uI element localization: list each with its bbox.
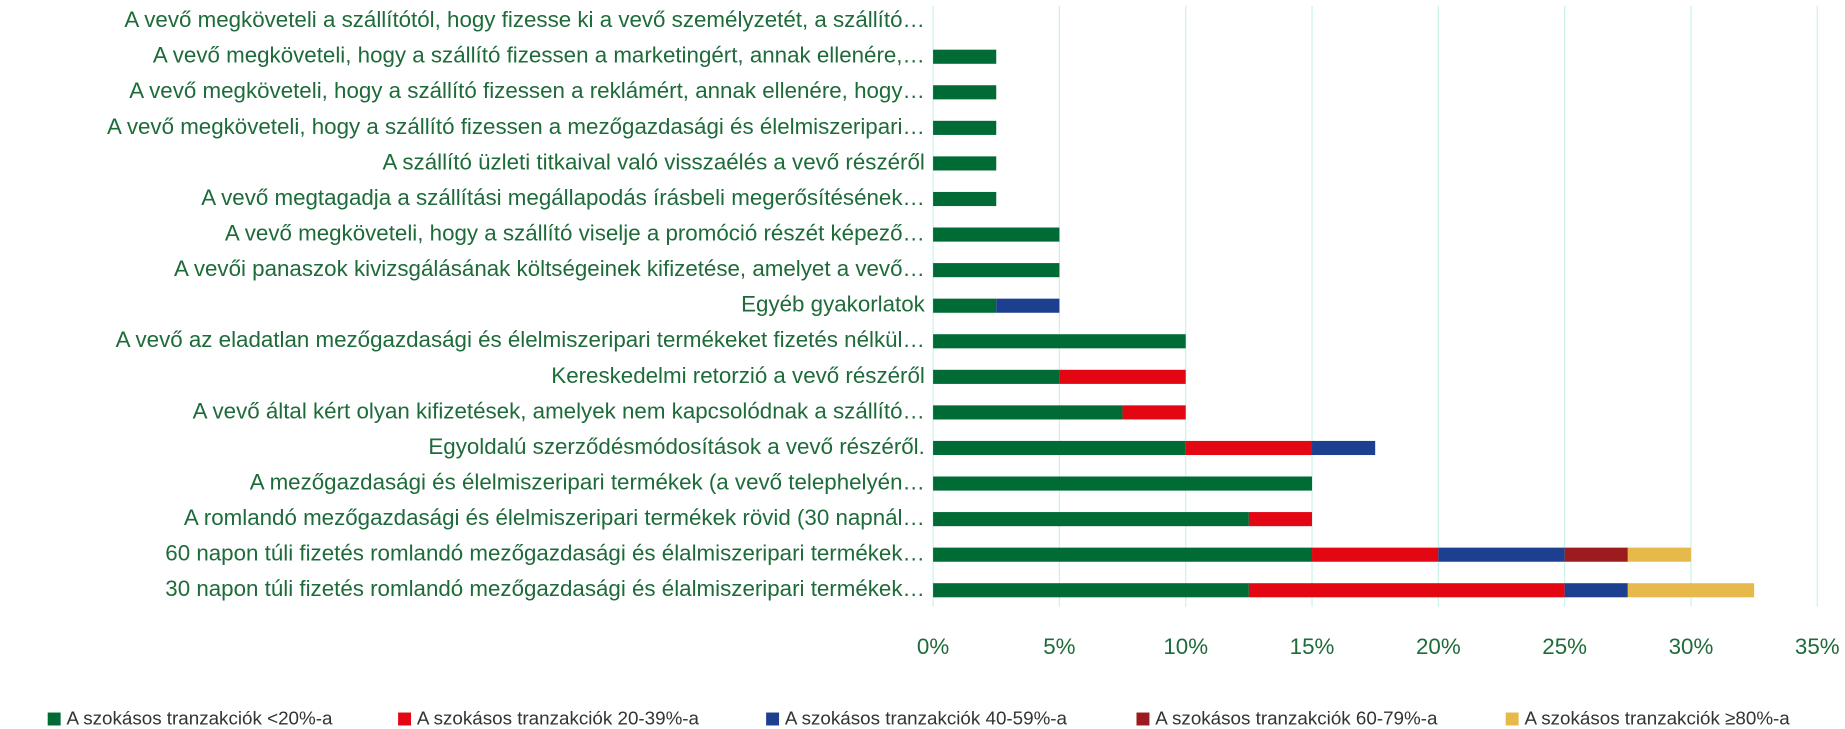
bar-segment bbox=[933, 298, 997, 313]
legend-swatch bbox=[398, 712, 412, 726]
bar-segment bbox=[933, 120, 997, 135]
bar-segment bbox=[933, 547, 1313, 562]
bar-segment bbox=[933, 405, 1123, 420]
legend-swatch bbox=[766, 712, 780, 726]
y-tick-label: 30 napon túli fizetés romlandó mezőgazda… bbox=[165, 576, 925, 601]
bar-segment bbox=[1185, 440, 1313, 456]
y-tick-label: A szállító üzleti titkaival való visszaé… bbox=[383, 149, 925, 174]
bar-segment bbox=[933, 263, 1060, 278]
x-tick-label: 35% bbox=[1795, 634, 1840, 659]
y-tick-label: A vevő megköveteli, hogy a szállító vise… bbox=[225, 220, 925, 245]
y-tick-label: A vevő megköveteli, hogy a szállító fize… bbox=[129, 78, 925, 103]
x-tick-label: 20% bbox=[1416, 634, 1461, 659]
y-tick-label: Egyoldalú szerződésmódosítások a vevő ré… bbox=[428, 434, 924, 459]
legend-label: A szokásos tranzakciók 20-39%-a bbox=[417, 708, 700, 729]
bar-segment bbox=[933, 227, 1060, 242]
bar-segment bbox=[1122, 405, 1186, 420]
legend-label: A szokásos tranzakciók 40-59%-a bbox=[785, 708, 1068, 729]
legend-label: A szokásos tranzakciók <20%-a bbox=[67, 708, 333, 729]
bar-segment bbox=[1312, 547, 1439, 562]
y-tick-label: A vevői panaszok kivizsgálásának költség… bbox=[174, 256, 925, 281]
bar-segment bbox=[933, 334, 1186, 349]
bar-segment bbox=[933, 85, 997, 100]
legend-label: A szokásos tranzakciók 60-79%-a bbox=[1155, 708, 1438, 729]
bar-segment bbox=[933, 49, 997, 64]
bar-segment bbox=[996, 298, 1060, 313]
bar-segment bbox=[1312, 440, 1376, 456]
y-tick-label: 60 napon túli fizetés romlandó mezőgazda… bbox=[165, 541, 925, 566]
bar-segment bbox=[1564, 583, 1628, 598]
y-tick-label: A vevő megköveteli, hogy a szállító fize… bbox=[107, 114, 925, 139]
x-tick-label: 10% bbox=[1163, 634, 1208, 659]
bar-segment bbox=[1248, 512, 1313, 527]
x-tick-label: 25% bbox=[1542, 634, 1587, 659]
x-tick-label: 5% bbox=[1043, 634, 1075, 659]
bar-segment bbox=[933, 512, 1249, 527]
legend-swatch bbox=[1505, 712, 1519, 726]
x-tick-label: 0% bbox=[917, 634, 949, 659]
bar-segment bbox=[1059, 369, 1186, 384]
x-tick-label: 30% bbox=[1669, 634, 1714, 659]
bar-segment bbox=[1438, 547, 1565, 562]
y-tick-label: A mezőgazdasági és élelmiszeripari termé… bbox=[250, 469, 925, 494]
bar-segment bbox=[933, 156, 997, 171]
bar-segment bbox=[933, 583, 1249, 598]
y-tick-label: Kereskedelmi retorzió a vevő részéről bbox=[551, 363, 925, 388]
bar-segment bbox=[933, 440, 1186, 456]
legend-swatch bbox=[1136, 712, 1150, 726]
bar-segment bbox=[933, 476, 1313, 491]
y-tick-label: A vevő megköveteli, hogy a szállító fize… bbox=[153, 43, 925, 68]
legend-label: A szokásos tranzakciók ≥80%-a bbox=[1525, 708, 1791, 729]
y-tick-label: A vevő megköveteli a szállítótól, hogy f… bbox=[124, 7, 924, 32]
bar-segment bbox=[933, 369, 1060, 384]
y-tick-label: A vevő által kért olyan kifizetések, ame… bbox=[193, 398, 925, 423]
y-tick-label: A vevő megtagadja a szállítási megállapo… bbox=[201, 185, 925, 210]
y-tick-label: A vevő az eladatlan mezőgazdasági és éle… bbox=[116, 327, 925, 352]
bar-segment bbox=[933, 191, 997, 207]
legend-swatch bbox=[47, 712, 61, 726]
bar-segment bbox=[1248, 583, 1565, 598]
y-tick-label: Egyéb gyakorlatok bbox=[741, 292, 926, 317]
y-tick-label: A romlandó mezőgazdasági és élelmiszerip… bbox=[184, 505, 925, 530]
bar-segment bbox=[1627, 547, 1691, 562]
bar-segment bbox=[1627, 583, 1755, 598]
x-tick-label: 15% bbox=[1290, 634, 1335, 659]
bar-segment bbox=[1564, 547, 1628, 562]
